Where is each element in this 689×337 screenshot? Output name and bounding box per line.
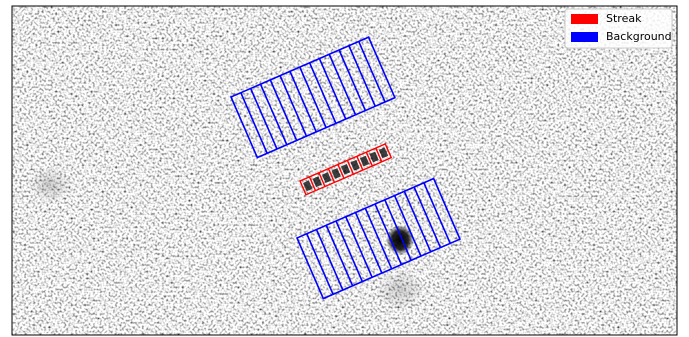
figure: Streak Background [0,0,689,337]
legend-label: Background [606,30,672,43]
legend: Streak Background [565,9,672,48]
legend-swatch [571,14,598,24]
legend-label: Streak [606,12,642,25]
page: StreakBackground (() => { const data = J… [0,0,689,337]
legend-swatch [571,32,598,42]
